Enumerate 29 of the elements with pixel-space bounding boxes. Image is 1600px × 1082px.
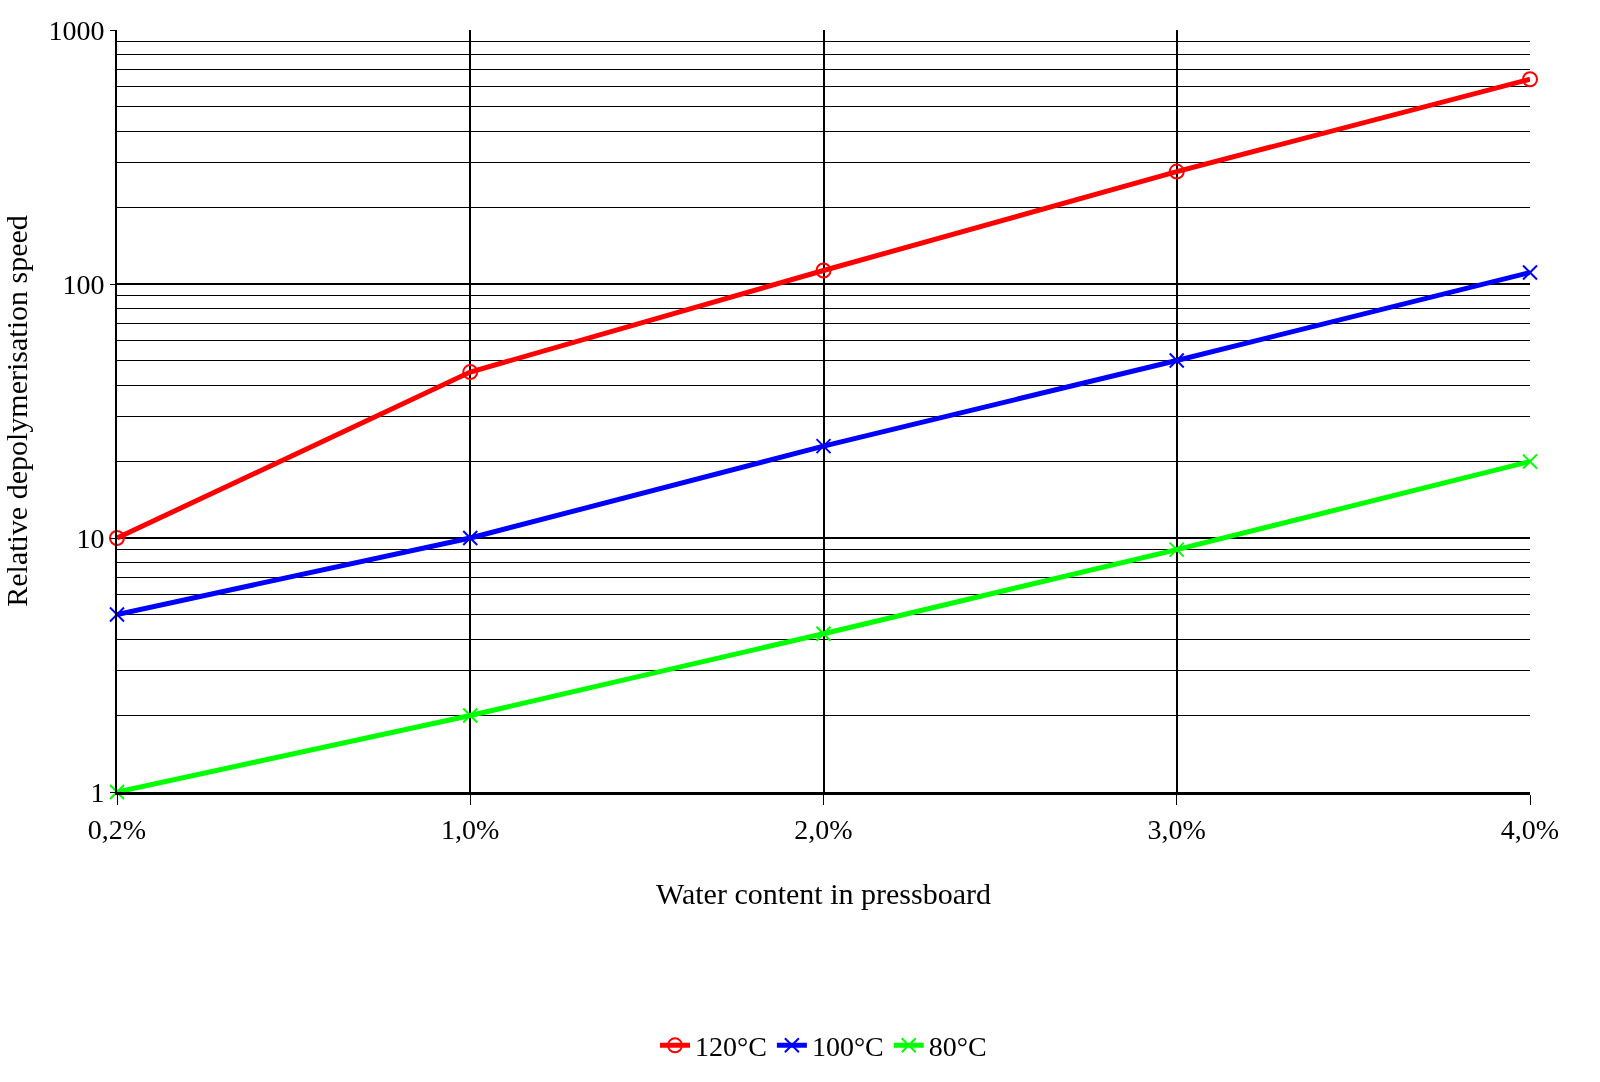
point	[815, 262, 832, 279]
legend-label: 100°C	[811, 1031, 884, 1063]
y-axis-title: Relative depolymerisation speed	[0, 215, 33, 607]
y-tick-label: 100	[62, 268, 105, 300]
point	[109, 784, 125, 800]
y-tick-label: 1000	[48, 14, 105, 46]
legend-label: 80°C	[928, 1031, 987, 1063]
x-tick-label: 1,0%	[441, 813, 500, 845]
point	[815, 625, 832, 642]
x-axis-title: Water content in pressboard	[656, 877, 991, 911]
x-tick-label: 2,0%	[794, 813, 853, 845]
x-tick-label: 0,2%	[87, 813, 147, 845]
point	[1522, 71, 1538, 88]
legend-label: 120°C	[695, 1031, 767, 1063]
x-tick-label: 4,0%	[1500, 813, 1560, 845]
point	[109, 530, 125, 546]
point	[815, 438, 832, 455]
y-tick-label: 10	[76, 522, 105, 554]
point	[1522, 453, 1538, 470]
point	[109, 606, 125, 623]
point	[1168, 352, 1185, 369]
point	[462, 530, 479, 546]
point	[1168, 541, 1185, 558]
x-tick-label: 3,0%	[1147, 813, 1206, 845]
point	[462, 364, 479, 381]
point	[1168, 163, 1185, 180]
point	[1522, 264, 1538, 281]
point	[462, 707, 479, 724]
y-tick-label: 1	[90, 776, 105, 808]
